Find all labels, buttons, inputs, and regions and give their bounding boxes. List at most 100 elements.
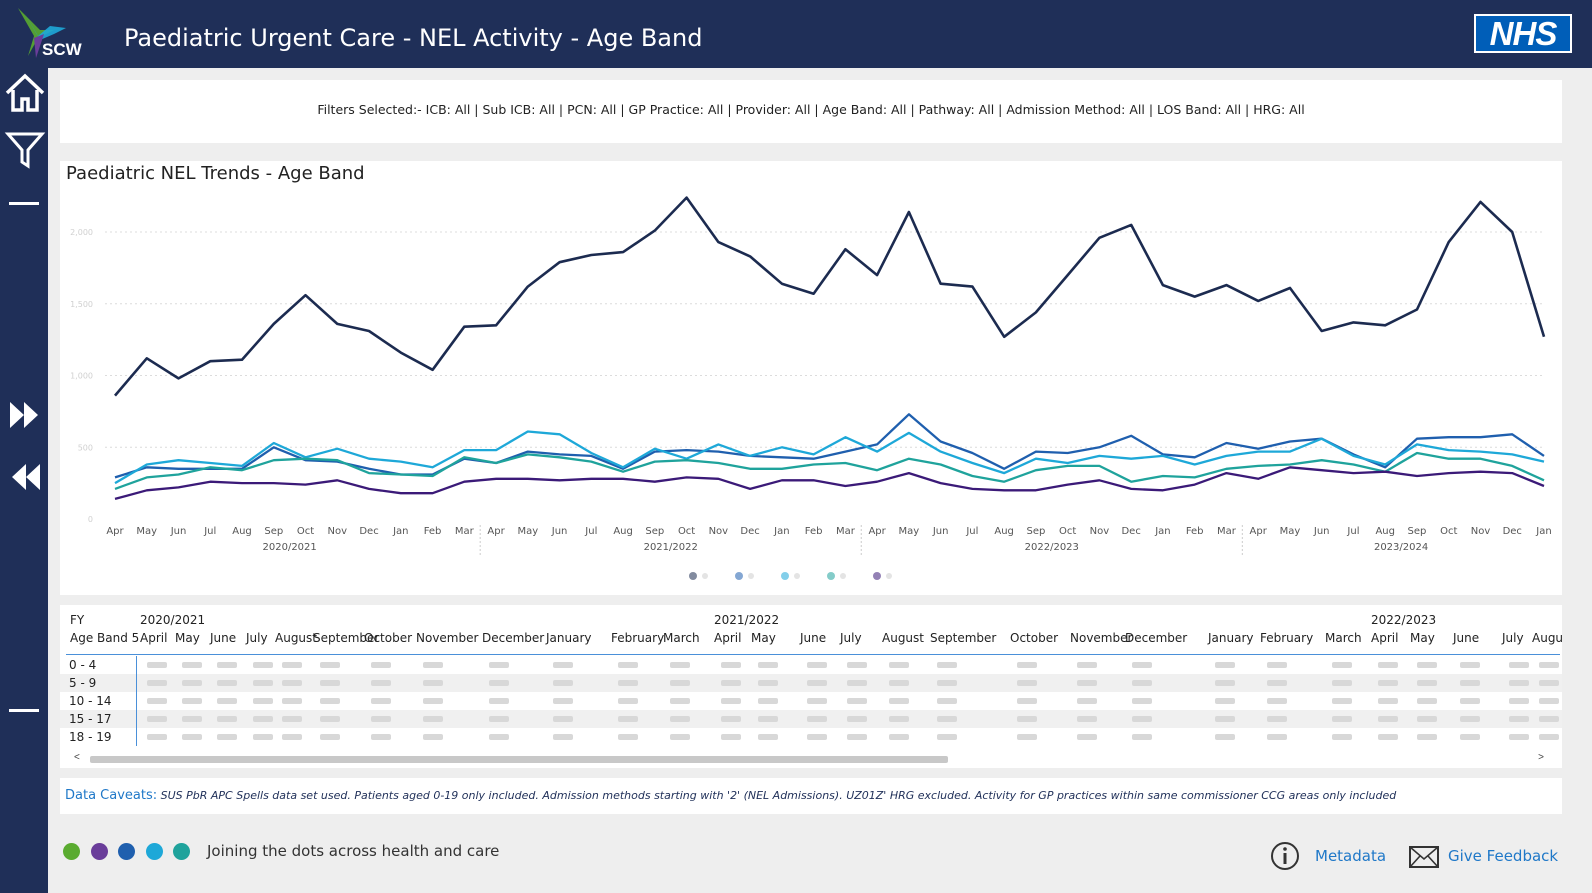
row-cells [136,674,1562,692]
x-tick-label: Feb [805,526,823,537]
blurred-cell [807,662,827,668]
caveats-panel: Data Caveats: SUS PbR APC Spells data se… [60,778,1562,814]
x-tick-label: May [899,526,920,537]
blurred-cell [1215,734,1235,740]
blurred-cell [1267,662,1287,668]
x-tick-label: Jul [1346,526,1359,537]
x-tick-label: Jun [1313,526,1330,537]
x-tick-label: Oct [1440,526,1457,537]
chart-panel: Paediatric NEL Trends - Age Band 0 500 1,0… [60,161,1562,595]
month-column-header: November [1070,631,1133,645]
legend-marker [781,572,789,580]
x-tick-label: Dec [1121,526,1140,537]
footer-dot [145,843,163,860]
x-tick-label: Jul [203,526,216,537]
feedback-link[interactable]: Give Feedback [1448,847,1559,865]
blurred-cell [807,680,827,686]
blurred-cell [1417,680,1437,686]
blurred-cell [937,716,957,722]
x-tick-label: May [136,526,157,537]
filter-icon[interactable] [4,130,46,172]
legend-marker [748,573,754,579]
caveats-label: Data Caveats: [65,788,158,803]
blurred-cell [889,734,909,740]
x-tick-label: Aug [1375,526,1395,537]
blurred-cell [553,662,573,668]
blurred-cell [758,734,778,740]
x-tick-label: May [517,526,538,537]
blurred-cell [1132,662,1152,668]
blurred-cell [937,680,957,686]
blurred-cell [1539,734,1559,740]
envelope-icon[interactable] [1409,844,1439,870]
scroll-thumb[interactable] [90,756,948,763]
x-tick-label: May [1280,526,1301,537]
blurred-cell [320,680,340,686]
blurred-cell [147,734,167,740]
filters-panel: Filters Selected:- ICB: All | Sub ICB: A… [60,80,1562,143]
blurred-cell [1509,698,1529,704]
table-row: 18 - 19 [60,728,1562,746]
month-column-header: April [140,631,168,645]
info-icon[interactable] [1270,841,1300,871]
series-line [114,466,1545,501]
table-row: 10 - 14 [60,692,1562,710]
blurred-cell [217,662,237,668]
age-band-label: 5 - 9 [69,676,97,690]
month-column-header: April [1371,631,1399,645]
month-column-header: November [416,631,479,645]
sidebar-divider [9,709,39,712]
scroll-left-icon[interactable]: < [74,752,80,763]
horizontal-scrollbar[interactable]: < > [68,752,1554,765]
x-tick-label: Mar [455,526,475,537]
fast-forward-icon[interactable] [4,394,46,436]
blurred-cell [217,716,237,722]
month-column-header: August [275,631,317,645]
fy-axis-label: 2021/2022 [644,542,698,553]
blurred-cell [282,698,302,704]
blurred-cell [253,662,273,668]
blurred-cell [847,698,867,704]
blurred-cell [1332,680,1352,686]
home-icon[interactable] [4,72,46,114]
blurred-cell [182,680,202,686]
month-column-header: March [1325,631,1362,645]
footer-dot [63,843,80,860]
blurred-cell [670,716,690,722]
x-tick-label: Jun [170,526,187,537]
blurred-cell [489,716,509,722]
x-tick-label: Mar [836,526,856,537]
blurred-cell [670,662,690,668]
blurred-cell [553,716,573,722]
y-tick-label: 0 [88,515,93,524]
blurred-cell [320,698,340,704]
blurred-cell [721,698,741,704]
x-tick-label: Apr [487,526,505,537]
blurred-cell [1378,698,1398,704]
scroll-right-icon[interactable]: > [1538,752,1544,763]
blurred-cell [1077,734,1097,740]
blurred-cell [721,662,741,668]
blurred-cell [1077,698,1097,704]
blurred-cell [1017,734,1037,740]
x-tick-label: Oct [1059,526,1076,537]
month-column-header: March [663,631,700,645]
blurred-cell [1378,680,1398,686]
blurred-cell [618,662,638,668]
blurred-cell [1509,734,1529,740]
month-column-header: September [930,631,997,645]
blurred-cell [758,662,778,668]
blurred-cell [1539,680,1559,686]
month-column-header: July [840,631,862,645]
month-column-header: August [882,631,924,645]
blurred-cell [1460,698,1480,704]
x-tick-label: Nov [1471,526,1491,537]
month-column-header: June [210,631,237,645]
rewind-icon[interactable] [4,456,46,498]
metadata-link[interactable]: Metadata [1315,847,1387,865]
blurred-cell [1077,680,1097,686]
x-tick-label: Sep [645,526,664,537]
blurred-cell [1417,716,1437,722]
blurred-cell [147,716,167,722]
x-tick-label: Jan [1535,526,1551,537]
